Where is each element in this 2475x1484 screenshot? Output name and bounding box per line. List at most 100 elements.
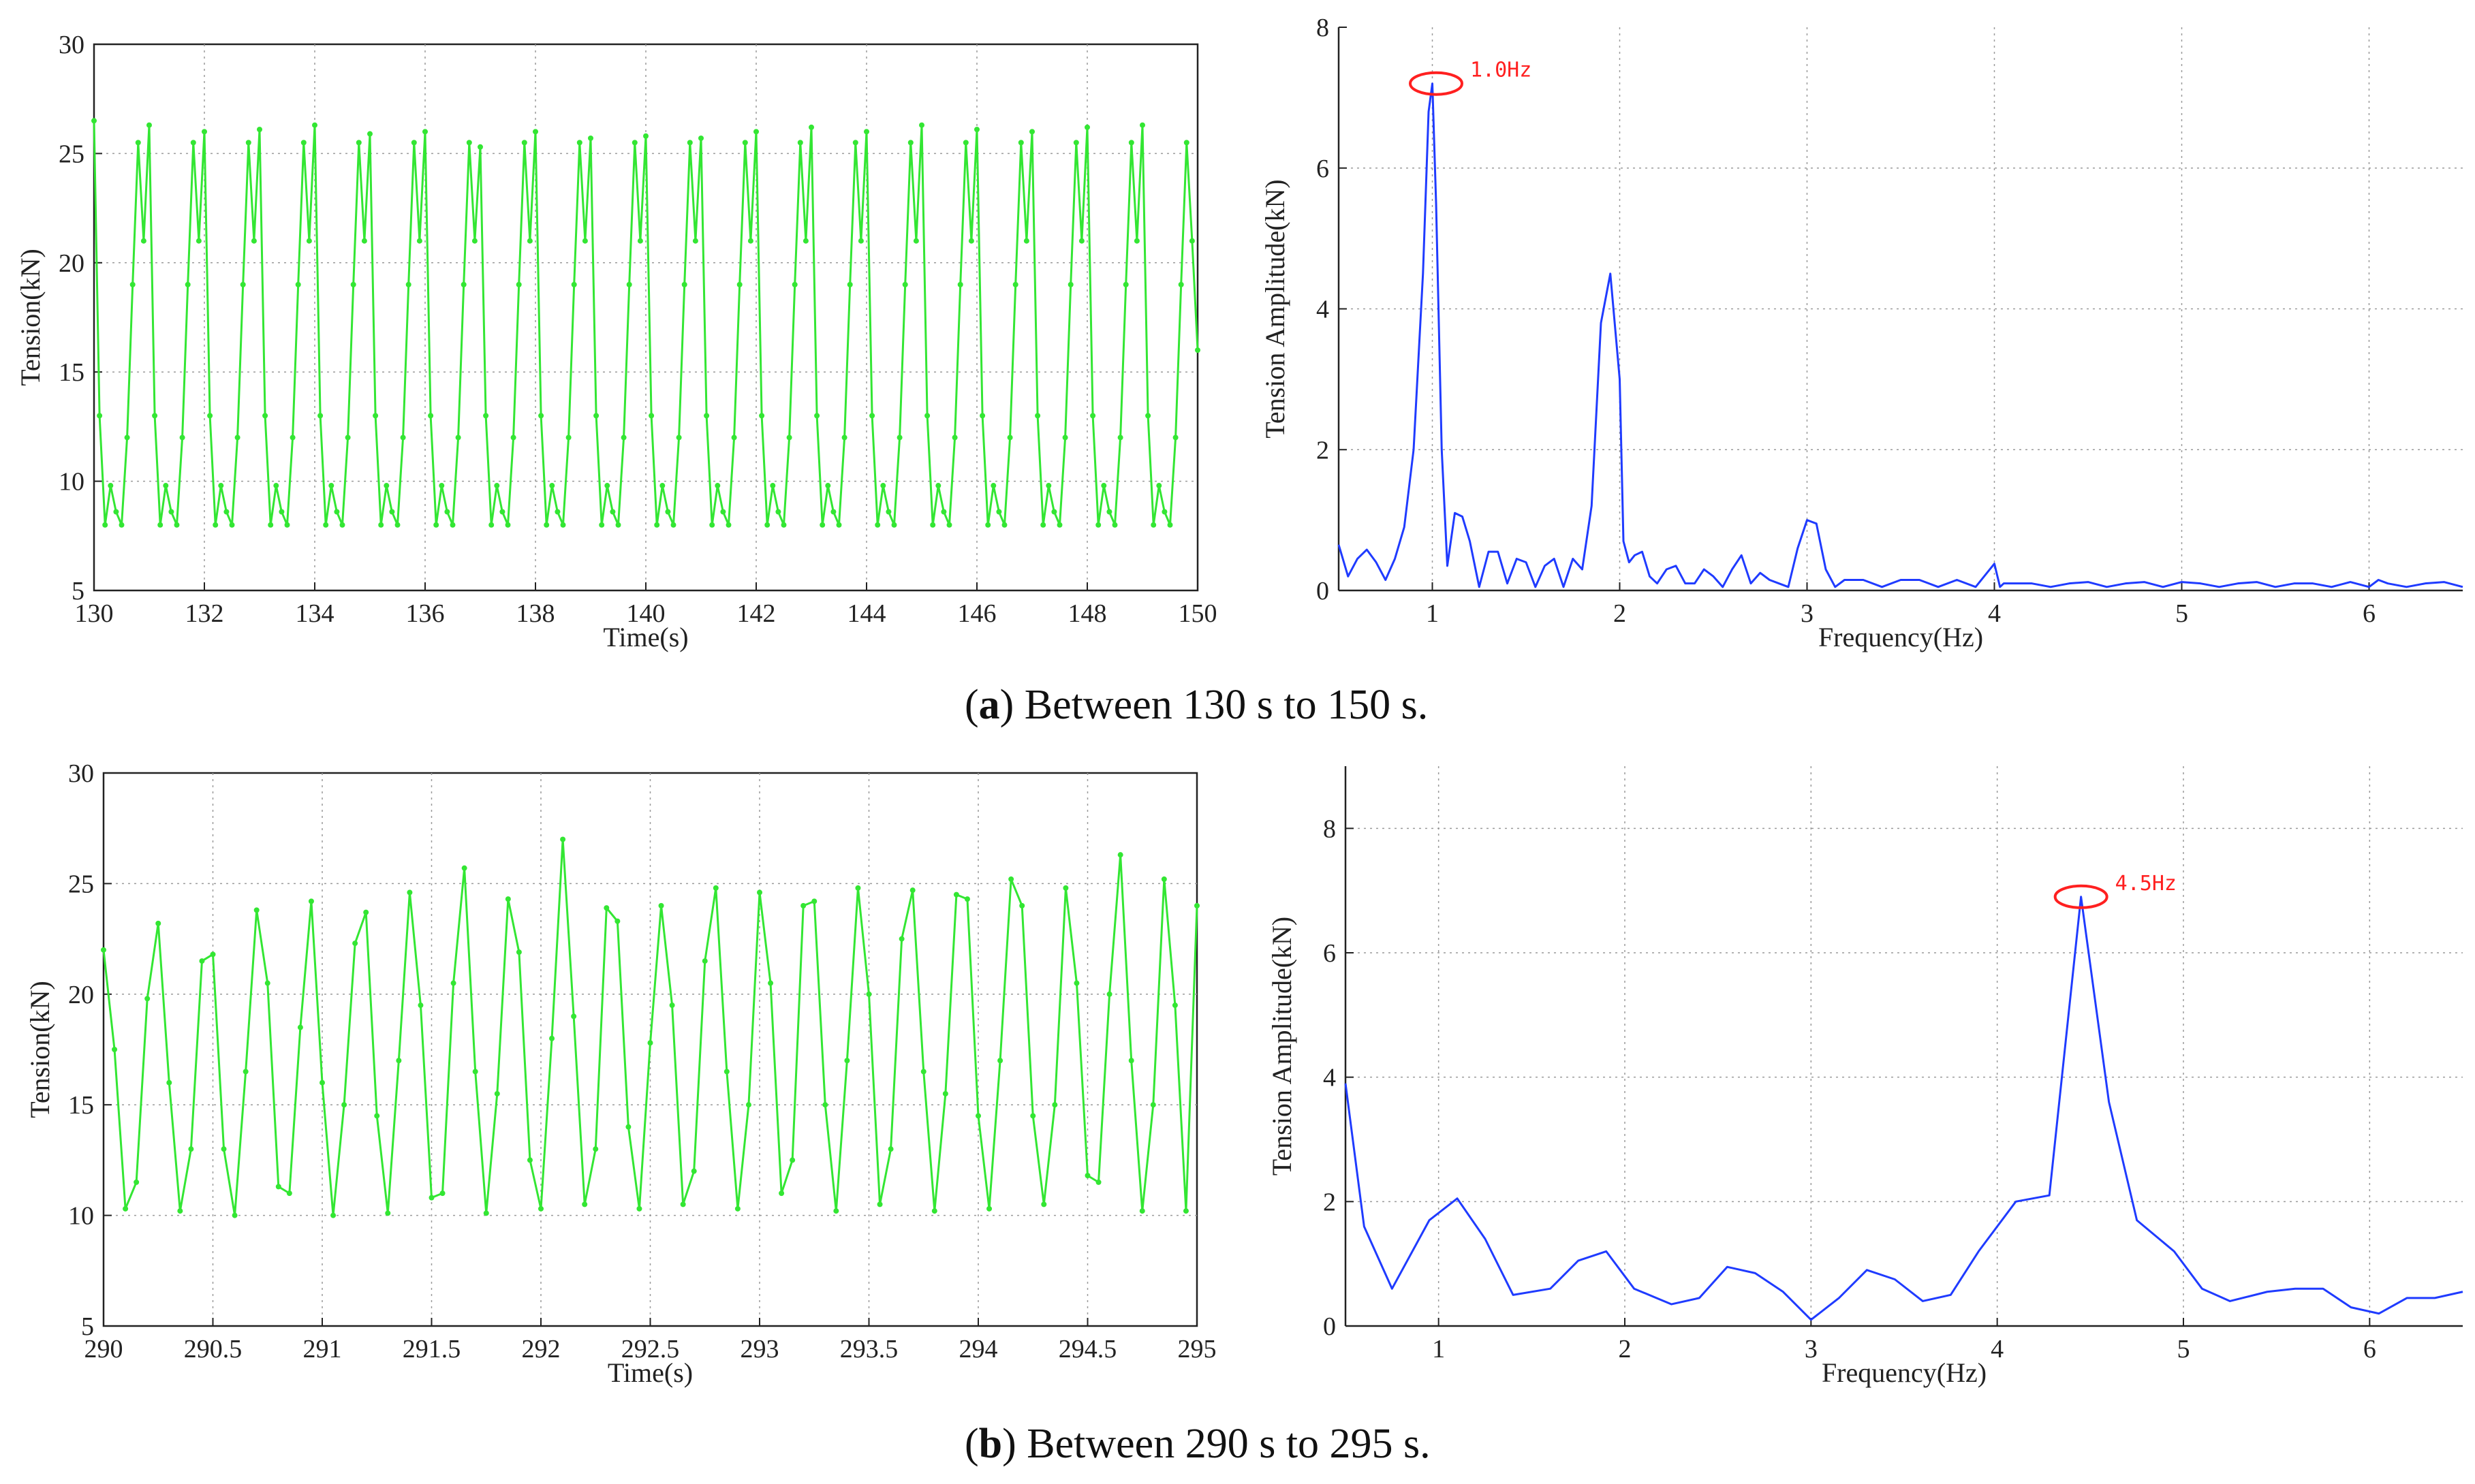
- data-point: [505, 896, 511, 902]
- data-point: [466, 140, 472, 146]
- data-point: [199, 958, 205, 964]
- data-point: [555, 509, 561, 515]
- y-tick-label: 25: [59, 140, 84, 168]
- data-point: [709, 522, 715, 528]
- y-tick-label: 15: [59, 358, 84, 387]
- data-point: [1106, 509, 1112, 515]
- data-point: [510, 435, 516, 441]
- data-point: [669, 1003, 675, 1009]
- data-point: [330, 1212, 337, 1218]
- data-point: [221, 1146, 227, 1152]
- data-point: [952, 435, 958, 441]
- data-point: [163, 483, 169, 489]
- data-point: [317, 413, 324, 419]
- y-axis-label: Tension(kN): [15, 249, 46, 386]
- data-point: [549, 483, 555, 489]
- data-point: [405, 281, 411, 287]
- data-point: [985, 522, 991, 528]
- data-point: [800, 902, 807, 909]
- data-point: [1068, 281, 1074, 287]
- data-point: [229, 522, 235, 528]
- data-point: [363, 909, 369, 915]
- data-point: [411, 140, 417, 146]
- y-tick-label: 2: [1316, 436, 1329, 464]
- data-point: [312, 122, 317, 128]
- series-line-amplitude: [1344, 896, 2463, 1321]
- data-point: [152, 413, 158, 419]
- data-point: [692, 238, 698, 244]
- data-point: [571, 1013, 577, 1020]
- data-point: [582, 1201, 588, 1207]
- data-point: [852, 140, 858, 146]
- data-point: [593, 413, 600, 419]
- data-point: [768, 980, 774, 986]
- y-tick-label: 5: [81, 1312, 94, 1341]
- data-point: [516, 949, 522, 956]
- data-point: [1012, 281, 1018, 287]
- x-axis-label: Time(s): [603, 622, 688, 652]
- data-point: [726, 522, 732, 528]
- data-point: [1189, 238, 1195, 244]
- x-tick-label: 2: [1619, 1335, 1632, 1363]
- data-point: [691, 1168, 697, 1174]
- x-axis-label: Frequency(Hz): [1822, 1357, 1987, 1388]
- data-point: [1183, 1208, 1189, 1214]
- x-tick-label: 292.5: [621, 1335, 680, 1363]
- data-point: [123, 1205, 129, 1212]
- data-point: [680, 1201, 686, 1207]
- x-tick-label: 292: [522, 1335, 561, 1363]
- data-point: [891, 522, 897, 528]
- data-point: [963, 140, 969, 146]
- data-point: [345, 435, 351, 441]
- data-point: [913, 238, 919, 244]
- data-point: [809, 124, 814, 130]
- data-point: [471, 238, 478, 244]
- data-point: [942, 1090, 948, 1096]
- data-point: [112, 1047, 118, 1052]
- data-point: [124, 435, 130, 441]
- series-line-tension: [93, 121, 1199, 526]
- y-tick-label: 20: [68, 981, 94, 1009]
- data-point: [764, 522, 770, 528]
- data-point: [1162, 509, 1168, 515]
- data-point: [1019, 902, 1025, 909]
- x-tick-label: 132: [185, 599, 224, 628]
- y-tick-label: 6: [1316, 155, 1329, 183]
- data-point: [654, 522, 660, 528]
- data-point: [811, 898, 818, 904]
- data-point: [177, 1208, 183, 1214]
- data-point: [483, 1210, 489, 1216]
- x-tick-label: 293.5: [840, 1335, 899, 1363]
- data-point: [702, 958, 708, 964]
- data-point: [119, 522, 125, 528]
- data-point: [196, 238, 202, 244]
- data-point: [297, 1024, 303, 1030]
- x-tick-label: 136: [406, 599, 445, 628]
- peak-marker: [2053, 884, 2108, 909]
- data-point: [665, 509, 671, 515]
- data-point: [234, 435, 240, 441]
- data-point: [803, 238, 809, 244]
- data-point: [1123, 281, 1129, 287]
- data-point: [213, 522, 219, 528]
- y-tick-label: 10: [68, 1202, 94, 1231]
- data-point: [168, 509, 174, 515]
- data-point: [757, 889, 762, 896]
- data-point: [996, 509, 1002, 515]
- data-point: [483, 413, 489, 419]
- data-point: [1151, 522, 1157, 528]
- data-point: [407, 889, 413, 896]
- data-point: [455, 435, 461, 441]
- data-point: [394, 522, 401, 528]
- data-point: [240, 281, 246, 287]
- data-point: [1161, 876, 1167, 882]
- data-point: [527, 238, 533, 244]
- data-point: [389, 509, 395, 515]
- data-point: [113, 509, 119, 515]
- x-tick-label: 4: [1991, 1335, 2004, 1363]
- data-point: [367, 131, 373, 137]
- data-point: [1128, 140, 1134, 146]
- data-point: [1117, 852, 1123, 858]
- data-point: [781, 522, 787, 528]
- data-point: [374, 1113, 380, 1119]
